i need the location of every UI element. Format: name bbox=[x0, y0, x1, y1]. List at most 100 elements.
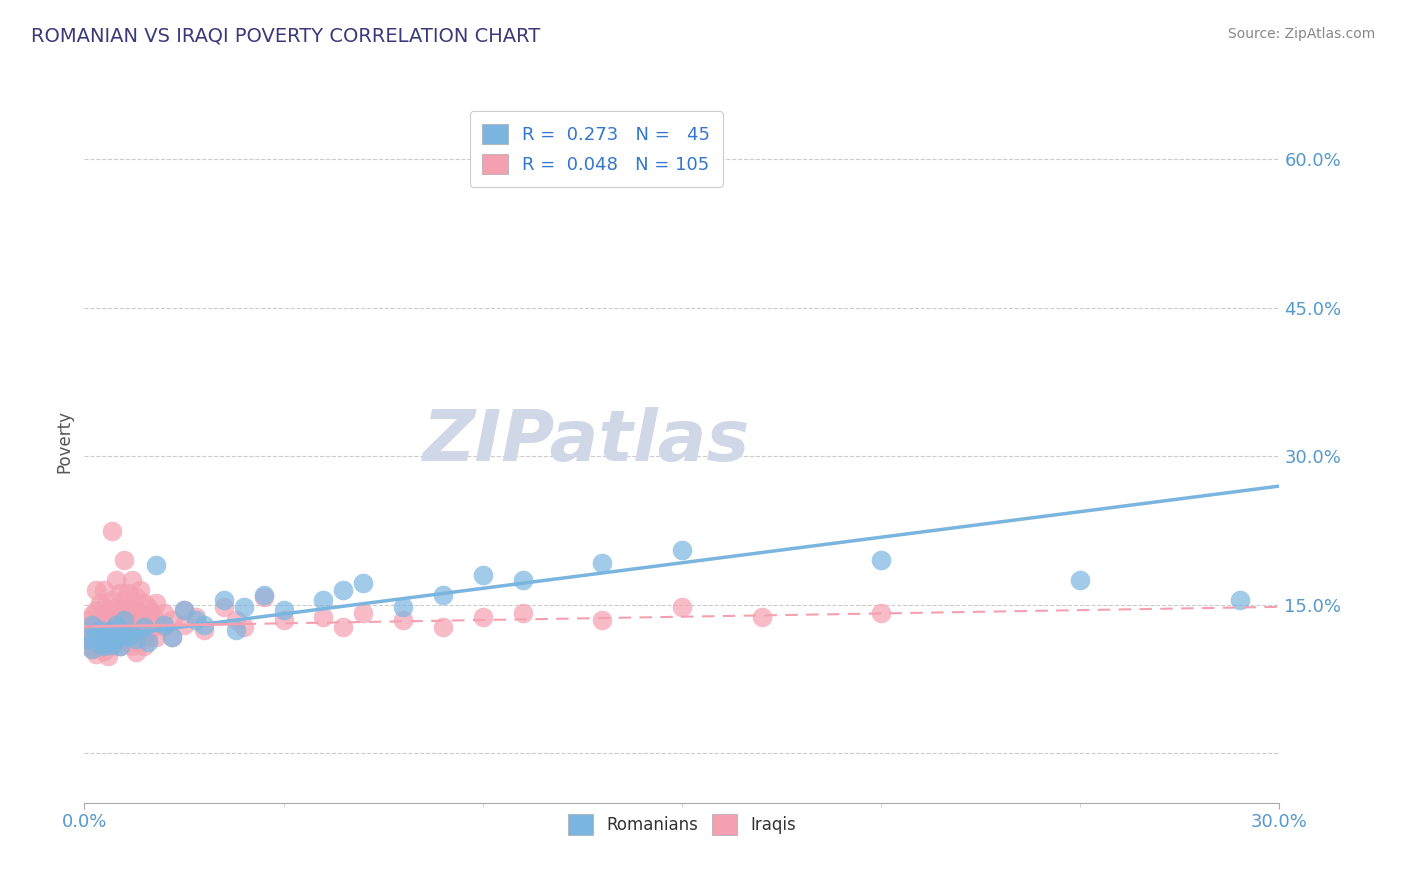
Point bbox=[110, 627, 132, 641]
Point bbox=[121, 613, 143, 627]
Point bbox=[97, 606, 120, 620]
Point bbox=[145, 613, 167, 627]
Point bbox=[101, 603, 124, 617]
Point bbox=[101, 640, 124, 654]
Point bbox=[432, 588, 454, 602]
Point bbox=[136, 599, 159, 614]
Point bbox=[105, 632, 128, 647]
Point bbox=[232, 619, 254, 633]
Point bbox=[93, 582, 115, 597]
Point bbox=[93, 630, 115, 644]
Point bbox=[129, 606, 152, 620]
Point bbox=[93, 640, 115, 654]
Point bbox=[86, 623, 108, 637]
Y-axis label: Poverty: Poverty bbox=[55, 410, 73, 473]
Point bbox=[193, 623, 215, 637]
Point bbox=[145, 596, 167, 610]
Point bbox=[332, 582, 354, 597]
Point bbox=[121, 625, 143, 640]
Point bbox=[153, 617, 176, 632]
Point bbox=[471, 568, 494, 582]
Point bbox=[125, 590, 148, 604]
Point bbox=[225, 623, 247, 637]
Point bbox=[173, 603, 195, 617]
Point bbox=[121, 573, 143, 587]
Point bbox=[110, 606, 132, 620]
Point bbox=[105, 617, 128, 632]
Point bbox=[136, 635, 159, 649]
Point bbox=[112, 607, 135, 622]
Point bbox=[110, 640, 132, 654]
Point bbox=[101, 630, 124, 644]
Point bbox=[110, 586, 132, 600]
Point bbox=[86, 582, 108, 597]
Point bbox=[471, 609, 494, 624]
Point bbox=[86, 617, 108, 632]
Point bbox=[273, 613, 295, 627]
Point bbox=[82, 607, 104, 622]
Point bbox=[86, 648, 108, 662]
Point bbox=[129, 582, 152, 597]
Point bbox=[125, 603, 148, 617]
Point bbox=[89, 623, 111, 637]
Point bbox=[132, 640, 156, 654]
Point bbox=[77, 619, 100, 633]
Point bbox=[89, 637, 111, 651]
Point bbox=[132, 596, 156, 610]
Point bbox=[184, 609, 207, 624]
Point bbox=[132, 625, 156, 640]
Point bbox=[105, 609, 128, 624]
Point bbox=[193, 617, 215, 632]
Point bbox=[82, 623, 104, 637]
Point bbox=[97, 625, 120, 640]
Point bbox=[125, 617, 148, 632]
Point bbox=[97, 634, 120, 648]
Point bbox=[89, 609, 111, 624]
Point bbox=[93, 617, 115, 632]
Point bbox=[97, 623, 120, 637]
Legend: Romanians, Iraqis: Romanians, Iraqis bbox=[561, 808, 803, 841]
Text: Source: ZipAtlas.com: Source: ZipAtlas.com bbox=[1227, 27, 1375, 41]
Point bbox=[212, 593, 235, 607]
Point bbox=[117, 635, 139, 649]
Point bbox=[184, 613, 207, 627]
Point bbox=[870, 606, 893, 620]
Point bbox=[75, 627, 97, 641]
Point bbox=[86, 640, 108, 654]
Point bbox=[432, 619, 454, 633]
Point bbox=[132, 609, 156, 624]
Point bbox=[153, 619, 176, 633]
Point bbox=[273, 603, 295, 617]
Point bbox=[86, 603, 108, 617]
Point bbox=[112, 553, 135, 567]
Point bbox=[101, 593, 124, 607]
Point bbox=[253, 590, 276, 604]
Point bbox=[253, 588, 276, 602]
Point bbox=[312, 609, 335, 624]
Point bbox=[225, 613, 247, 627]
Point bbox=[1229, 593, 1251, 607]
Point bbox=[153, 606, 176, 620]
Point bbox=[1069, 573, 1091, 587]
Point bbox=[392, 613, 415, 627]
Point bbox=[89, 640, 111, 654]
Point bbox=[132, 619, 156, 633]
Point bbox=[101, 619, 124, 633]
Point bbox=[93, 637, 115, 651]
Point bbox=[141, 606, 163, 620]
Point bbox=[671, 599, 693, 614]
Point bbox=[82, 630, 104, 644]
Text: ROMANIAN VS IRAQI POVERTY CORRELATION CHART: ROMANIAN VS IRAQI POVERTY CORRELATION CH… bbox=[31, 27, 540, 45]
Point bbox=[105, 635, 128, 649]
Point bbox=[160, 613, 183, 627]
Point bbox=[512, 573, 534, 587]
Point bbox=[136, 630, 159, 644]
Point bbox=[512, 606, 534, 620]
Point bbox=[117, 586, 139, 600]
Point bbox=[89, 596, 111, 610]
Point bbox=[86, 632, 108, 647]
Point bbox=[751, 609, 773, 624]
Point bbox=[212, 599, 235, 614]
Point bbox=[77, 632, 100, 647]
Point bbox=[121, 599, 143, 614]
